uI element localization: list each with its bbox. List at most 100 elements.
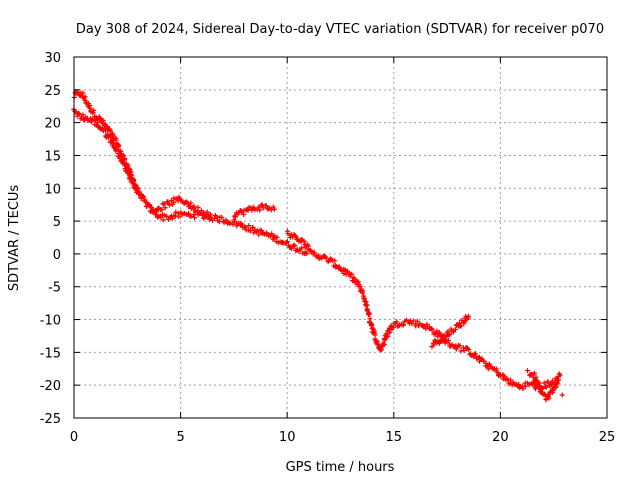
data-point [188,214,194,220]
data-point [186,210,192,216]
data-point [283,240,289,246]
data-point [461,348,467,354]
data-point [195,205,201,211]
data-point [349,271,355,277]
data-point [247,228,253,234]
data-point [355,279,361,285]
data-point [447,331,453,337]
data-point [284,239,290,245]
data-point [301,238,307,244]
data-point [323,255,329,261]
data-point [241,211,247,217]
series-branch-upper-9h [231,202,277,220]
x-tick-label: 25 [599,430,616,445]
data-point [159,207,165,213]
data-point [82,97,88,103]
data-point [234,223,240,229]
data-point [557,372,563,378]
x-tick-label: 20 [492,430,509,445]
data-point [546,395,552,401]
data-point [135,189,141,195]
data-point [429,326,435,332]
data-point [537,383,543,389]
data-point [357,283,363,289]
data-point [516,381,522,387]
data-point [385,333,391,339]
data-point [458,323,464,329]
data-points [71,89,565,403]
data-point [436,329,442,335]
data-point [243,224,249,230]
data-point [230,221,236,227]
y-tick-labels: -25 -20 -15 -10 -5 0 5 10 15 20 25 30 [40,51,61,427]
y-axis-title: SDTVAR / TECUs [7,185,22,292]
y-tick-label: 20 [44,117,61,132]
data-point [556,377,562,383]
data-point [308,248,314,254]
data-point [466,347,472,353]
data-point [559,392,565,398]
data-point [80,112,86,118]
data-point [140,194,146,200]
series-branch-early [71,106,141,195]
data-point [103,128,109,134]
data-point [164,213,170,219]
data-point [191,203,197,209]
data-point [175,210,181,216]
y-tick-label: -15 [40,346,61,361]
data-point [162,205,168,211]
data-point [250,224,256,230]
data-point [443,334,449,340]
data-point [111,140,117,146]
data-point [75,110,81,116]
grid [74,57,607,418]
x-tick-label: 5 [176,430,184,445]
data-point [104,124,110,130]
data-point [452,326,458,332]
data-point [366,311,372,317]
data-point [176,214,182,220]
y-tick-label: 15 [44,149,61,164]
data-point [332,258,338,264]
data-point [90,116,96,122]
data-point [306,243,312,249]
series-outlier [559,392,565,398]
y-tick-label: -20 [40,379,61,394]
y-tick-label: 0 [53,248,61,263]
data-point [246,223,252,229]
data-point [291,242,297,248]
data-point [114,146,120,152]
x-tick-label: 10 [279,430,296,445]
data-point [107,128,113,134]
data-point [543,397,549,403]
data-point [87,103,93,109]
y-tick-label: -25 [40,412,61,427]
series-branch-17-18h [429,313,471,350]
data-point [511,381,517,387]
data-point [414,318,420,324]
data-point [533,386,539,392]
data-point [292,243,298,249]
y-tick-label: -5 [48,281,61,296]
series-branch-hump [148,194,213,220]
data-point [124,164,130,170]
data-point [161,201,167,207]
data-point [219,214,225,220]
data-point [192,215,198,221]
data-point [116,142,122,148]
data-point [259,202,265,208]
data-point [256,232,262,238]
data-point [293,234,299,240]
plot-frame [73,56,608,419]
data-point [127,173,133,179]
data-point [239,221,245,227]
data-point [541,380,547,386]
data-point [394,319,400,325]
data-point [117,151,123,157]
series-branch-21-23h [525,368,563,403]
data-point [207,212,213,218]
data-point [554,381,560,387]
data-point [130,179,136,185]
